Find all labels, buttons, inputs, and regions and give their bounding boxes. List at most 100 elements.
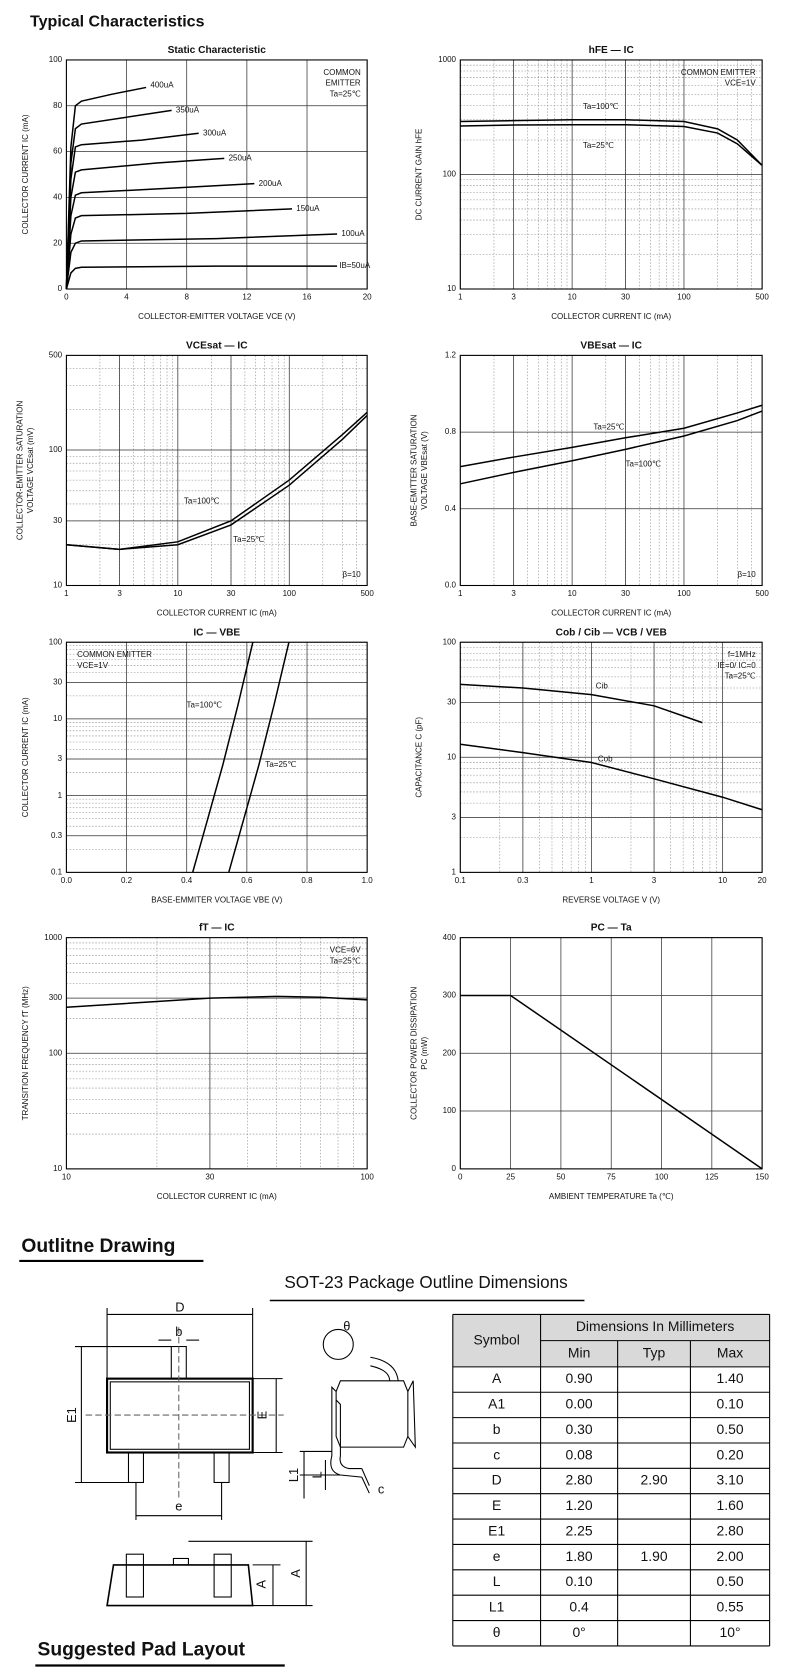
header-cell: Min: [568, 1344, 590, 1360]
y-axis-label: VOLTAGE VCEsat (mV): [26, 427, 35, 513]
series-label: 250uA: [229, 154, 253, 163]
chart: 1 3 10 30 100 500 10 100 1000 hFE — IC COLLECTOR C…: [415, 45, 770, 321]
x-axis-label: COLLECTOR-EMITTER VOLTAGE VCE (V): [138, 312, 296, 321]
x-tick-label: 100: [360, 1173, 374, 1182]
series-label: Ta=100℃: [184, 497, 220, 506]
chart-title: fT — IC: [199, 923, 235, 934]
table-cell: 1.40: [716, 1370, 743, 1386]
x-tick-label: 0.4: [181, 876, 193, 885]
curve: [65, 132, 199, 290]
y-tick-label: 1000: [44, 933, 62, 942]
y-tick-label: 1000: [438, 55, 456, 64]
x-tick-label: 0: [64, 293, 69, 302]
x-tick-label: 30: [621, 293, 630, 302]
table-cell: 0°: [572, 1624, 585, 1640]
side-view: [299, 1328, 416, 1499]
y-tick-label: 100: [443, 170, 457, 179]
chart: 1 3 10 30 100 500 0.0 0.4 0.8 1.2 VBEsat — IC COLLE…: [409, 340, 769, 617]
curve: [460, 683, 703, 724]
y-tick-label: 100: [49, 1048, 63, 1057]
series-label: 150uA: [296, 204, 320, 213]
y-axis-label: COLLECTOR-EMITTER SATURATION: [15, 401, 24, 541]
subtitle: SOT-23 Package Outline Dimensions: [284, 1273, 567, 1292]
annotation: β=10: [737, 570, 756, 579]
table-cell: θ: [493, 1624, 501, 1640]
x-tick-label: 1: [589, 876, 594, 885]
x-tick-label: 10: [718, 876, 727, 885]
annotation: IE=0/ IC=0: [717, 661, 756, 670]
x-tick-label: 0.0: [61, 876, 73, 885]
table-cell: 0.08: [566, 1446, 593, 1462]
x-tick-label: 3: [117, 589, 122, 598]
curve: [460, 404, 763, 468]
dim-label: L: [309, 1471, 324, 1478]
x-tick-label: 0.3: [517, 876, 529, 885]
series-label: Ta=25℃: [233, 535, 264, 544]
dim-label: D: [175, 1299, 184, 1314]
curve: [66, 995, 368, 1008]
y-tick-label: 0.3: [51, 831, 63, 840]
y-tick-label: 0.4: [445, 504, 457, 513]
curve: [65, 233, 338, 290]
x-axis-label: AMBIENT TEMPERATURE Ta (℃): [549, 1192, 674, 1201]
x-tick-label: 100: [677, 589, 691, 598]
chart: 0.1 0.3 1 3 10 20 1 3 10 30 100 Cob / Cib — VCB / V…: [415, 627, 767, 904]
table-cell: 1.20: [566, 1497, 593, 1513]
y-axis-label: TRANSITION FREQUENCY fT (MHz): [21, 986, 30, 1121]
chart-title: hFE — IC: [589, 45, 635, 56]
curve: [66, 414, 368, 551]
table-cell: 0.10: [566, 1573, 593, 1589]
series-label: 350uA: [176, 105, 200, 114]
table-cell: 0.10: [716, 1396, 743, 1412]
y-tick-label: 10: [53, 1164, 62, 1173]
y-axis-label: DC CURRENT GAIN hFE: [415, 129, 424, 221]
section-title: Suggested Pad Layout: [37, 1640, 245, 1661]
y-tick-label: 100: [49, 445, 63, 454]
table-cell: 0.00: [566, 1396, 593, 1412]
y-tick-label: 30: [53, 516, 62, 525]
x-tick-label: 20: [758, 876, 767, 885]
x-tick-label: 50: [556, 1173, 565, 1182]
annotation: VCE=1V: [77, 661, 109, 670]
x-tick-label: 8: [184, 293, 189, 302]
dim-label: L1: [286, 1468, 301, 1482]
x-axis-label: COLLECTOR CURRENT IC (mA): [551, 608, 671, 617]
table-cell: 0.20: [716, 1446, 743, 1462]
x-tick-label: 0.6: [241, 876, 253, 885]
annotation: VCE=1V: [725, 79, 757, 88]
series-label: Ta=100℃: [186, 701, 222, 710]
table-cell: 10°: [720, 1624, 741, 1640]
x-tick-label: 10: [173, 589, 182, 598]
dim-label: A: [254, 1579, 269, 1588]
dim-label: b: [175, 1324, 182, 1339]
x-tick-label: 500: [360, 589, 374, 598]
y-tick-label: 30: [53, 677, 62, 686]
series-label: Ta=25℃: [265, 760, 296, 769]
y-tick-label: 40: [53, 193, 62, 202]
header-cell: Max: [717, 1344, 743, 1360]
table-cell: e: [493, 1548, 501, 1564]
series-label: Ta=100℃: [583, 102, 619, 111]
plot-frame: [65, 59, 368, 290]
y-tick-label: 300: [49, 993, 63, 1002]
curve: [460, 994, 763, 1170]
x-tick-label: 500: [755, 589, 769, 598]
x-axis-label: COLLECTOR CURRENT IC (mA): [157, 1192, 277, 1201]
plot-frame: [459, 354, 763, 587]
x-tick-label: 75: [607, 1173, 616, 1182]
table-cell: 0.50: [716, 1421, 743, 1437]
x-tick-label: 3: [511, 293, 516, 302]
x-tick-label: 1: [458, 293, 463, 302]
x-tick-label: 100: [283, 589, 297, 598]
chart: 0.0 0.2 0.4 0.6 0.8 1.0 0.1 0.3 1 3 10 30 100 IC — VB…: [21, 627, 373, 904]
y-tick-label: 200: [443, 1048, 457, 1057]
x-tick-label: 10: [62, 1173, 71, 1182]
table-cell: A1: [488, 1396, 505, 1412]
y-tick-label: 10: [447, 284, 456, 293]
chart-title: PC — Ta: [591, 923, 632, 934]
table-cell: 0.30: [566, 1421, 593, 1437]
annotation: COMMON: [323, 68, 361, 77]
y-axis-label: COLLECTOR POWER DISSIPATION: [409, 986, 418, 1119]
chart: 0 4 8 12 16 20 0 20 40 60 80 100 Static Characterist…: [21, 45, 372, 321]
